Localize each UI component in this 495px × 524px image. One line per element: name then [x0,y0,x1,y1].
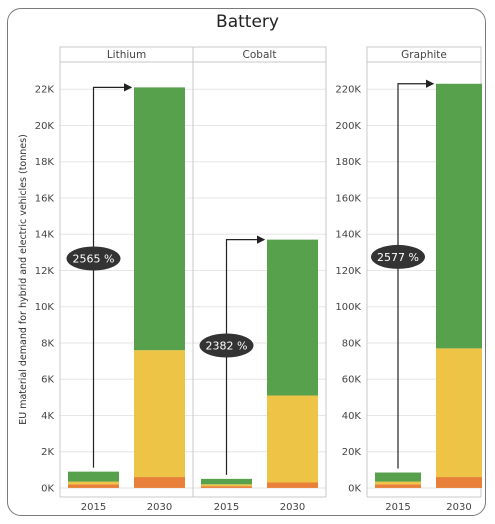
bar-lithium-2030-orange [134,477,185,488]
xtick-label-graphite-2015: 2015 [385,502,410,513]
growth-badge-cobalt [199,333,254,358]
ytick-label-lithium-2: 4K [41,411,54,422]
ytick-label-graphite-9: 180K [335,157,361,168]
ytick-label-lithium-8: 16K [35,193,55,204]
bar-cobalt-2030-green [267,239,318,396]
ytick-label-graphite-6: 120K [335,266,361,277]
xtick-label-lithium-2015: 2015 [81,502,106,513]
ytick-label-graphite-8: 160K [335,193,361,204]
ytick-label-lithium-6: 12K [35,266,55,277]
chart-title: Battery [216,12,279,32]
bar-graphite-2015-green [375,472,421,482]
xtick-label-cobalt-2015: 2015 [214,502,239,513]
ytick-label-graphite-10: 200K [335,121,361,132]
ytick-label-graphite-4: 80K [342,338,362,349]
ytick-label-lithium-0: 0K [41,483,54,494]
xtick-label-cobalt-2030: 2030 [280,502,305,513]
bar-cobalt-2015-orange [201,486,252,488]
growth-label-graphite: 2577 % [377,251,419,264]
ytick-label-graphite-2: 40K [342,411,362,422]
panel-title-graphite: Graphite [401,49,447,61]
ytick-label-lithium-7: 14K [35,230,55,241]
bar-lithium-2015-orange [68,484,119,488]
xtick-label-graphite-2030: 2030 [446,502,471,513]
bar-cobalt-2030-yellow [267,395,318,483]
ytick-label-lithium-3: 6K [41,375,54,386]
growth-label-cobalt: 2382 % [206,339,248,352]
ytick-label-graphite-1: 20K [342,447,362,458]
growth-badge-lithium [66,246,121,271]
ytick-label-graphite-11: 220K [335,85,361,96]
ytick-label-graphite-7: 140K [335,230,361,241]
bar-graphite-2015-orange [375,484,421,488]
ytick-label-lithium-10: 20K [35,121,55,132]
ytick-label-graphite-3: 60K [342,375,362,386]
y-axis-label: EU material demand for hybrid and electr… [18,134,29,425]
ytick-label-lithium-4: 8K [41,338,54,349]
bar-lithium-2030-yellow [134,350,185,478]
bar-graphite-2030-orange [436,477,482,488]
ytick-label-lithium-9: 18K [35,157,55,168]
bar-cobalt-2030-orange [267,482,318,488]
growth-badge-graphite [371,244,425,269]
ytick-label-graphite-0: 0K [348,483,361,494]
ytick-label-lithium-5: 10K [35,302,55,313]
bar-cobalt-2015-yellow [201,484,252,487]
growth-arrow-lithium [92,83,133,468]
bar-lithium-2015-green [68,471,119,482]
bar-graphite-2015-yellow [375,481,421,485]
ytick-label-lithium-1: 2K [41,447,54,458]
panel-title-cobalt: Cobalt [243,49,277,61]
ytick-label-graphite-5: 100K [335,302,361,313]
bar-graphite-2030-yellow [436,348,482,478]
xtick-label-lithium-2030: 2030 [147,502,172,513]
bar-lithium-2015-yellow [68,481,119,485]
bar-cobalt-2015-green [201,478,252,485]
bar-graphite-2030-green [436,83,482,349]
growth-arrow-cobalt [225,235,266,475]
growth-label-lithium: 2565 % [73,252,115,265]
growth-arrow-graphite [397,79,435,469]
panel-title-lithium: Lithium [107,49,146,61]
bar-lithium-2030-green [134,87,185,351]
ytick-label-lithium-11: 22K [35,85,55,96]
